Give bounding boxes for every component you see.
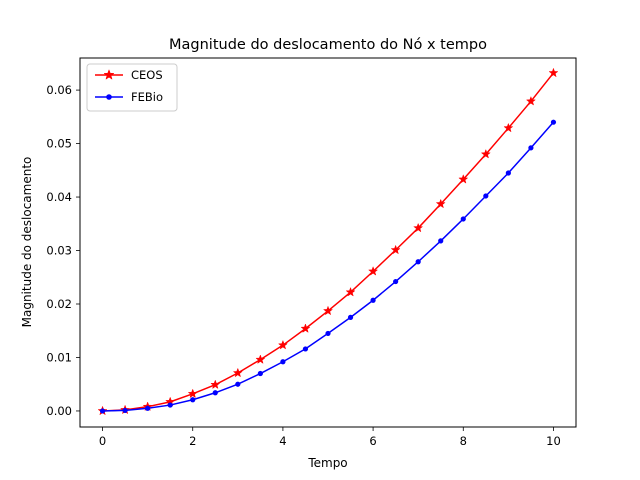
data-point-ceos: [232, 367, 243, 378]
data-point-ceos: [255, 354, 266, 364]
data-point-febio: [528, 145, 534, 151]
data-point-ceos: [435, 198, 446, 209]
x-tick-label: 4: [279, 434, 286, 448]
x-tick-label: 8: [460, 434, 467, 448]
y-tick-label: 0.04: [46, 190, 72, 204]
data-point-febio: [257, 370, 263, 377]
data-point-ceos: [503, 122, 514, 133]
chart-title: Magnitude do deslocamento do Nó x tempo: [169, 37, 487, 53]
data-point-febio: [145, 405, 151, 411]
plot-area: [97, 67, 559, 416]
x-tick-label: 2: [189, 434, 196, 448]
data-point-febio: [167, 402, 173, 408]
y-axis-label: Magnitude do deslocamento: [20, 157, 34, 328]
data-point-ceos: [548, 67, 559, 78]
x-axis: 0 2 4 6 8 10: [99, 427, 561, 448]
data-point-febio: [99, 408, 106, 414]
data-point-febio: [235, 381, 241, 387]
data-point-ceos: [345, 286, 356, 297]
y-tick-label: 0.00: [46, 404, 72, 418]
series-ceos: [97, 67, 559, 416]
x-tick-label: 0: [99, 434, 106, 448]
data-point-ceos: [277, 339, 288, 350]
legend-item-febio: FEBio: [95, 90, 163, 104]
data-point-febio: [550, 119, 557, 125]
data-point-febio: [280, 359, 286, 365]
data-point-febio: [190, 397, 196, 403]
data-point-febio: [505, 170, 511, 176]
legend-marker: [106, 94, 112, 100]
data-point-febio: [415, 259, 421, 265]
y-tick-label: 0.01: [46, 350, 72, 364]
y-tick-label: 0.06: [46, 83, 72, 97]
data-point-ceos: [390, 244, 401, 255]
y-tick-label: 0.05: [46, 137, 72, 151]
data-point-febio: [122, 407, 128, 414]
data-point-ceos: [480, 148, 491, 159]
y-axis: 0.00 0.01 0.02 0.03 0.04 0.05 0.06: [46, 83, 80, 418]
axes-frame: [79, 57, 577, 428]
data-point-ceos: [458, 174, 469, 184]
y-tick-label: 0.02: [46, 297, 72, 311]
data-point-febio: [460, 216, 466, 222]
data-point-ceos: [300, 323, 311, 333]
legend-marker: [103, 69, 115, 80]
legend-label: FEBio: [131, 90, 163, 104]
x-tick-label: 10: [546, 434, 561, 448]
data-point-ceos: [413, 222, 424, 233]
data-point-ceos: [210, 379, 221, 390]
data-point-febio: [302, 346, 309, 352]
data-point-ceos: [187, 388, 198, 399]
data-point-febio: [370, 297, 376, 303]
data-point-febio: [212, 390, 218, 396]
data-point-ceos: [322, 305, 334, 316]
legend-label: CEOS: [131, 68, 163, 82]
y-tick-label: 0.03: [46, 244, 72, 258]
data-point-febio: [438, 238, 444, 244]
data-point-ceos: [525, 95, 536, 106]
x-axis-label: Tempo: [307, 456, 347, 470]
legend: CEOS FEBio: [86, 63, 178, 112]
data-point-febio: [347, 314, 354, 320]
x-tick-label: 6: [369, 434, 376, 448]
legend-item-ceos: CEOS: [95, 68, 163, 82]
data-point-febio: [325, 330, 331, 337]
series-febio: [99, 119, 557, 414]
data-point-febio: [483, 193, 489, 199]
data-point-febio: [393, 278, 399, 285]
data-point-ceos: [368, 266, 379, 276]
